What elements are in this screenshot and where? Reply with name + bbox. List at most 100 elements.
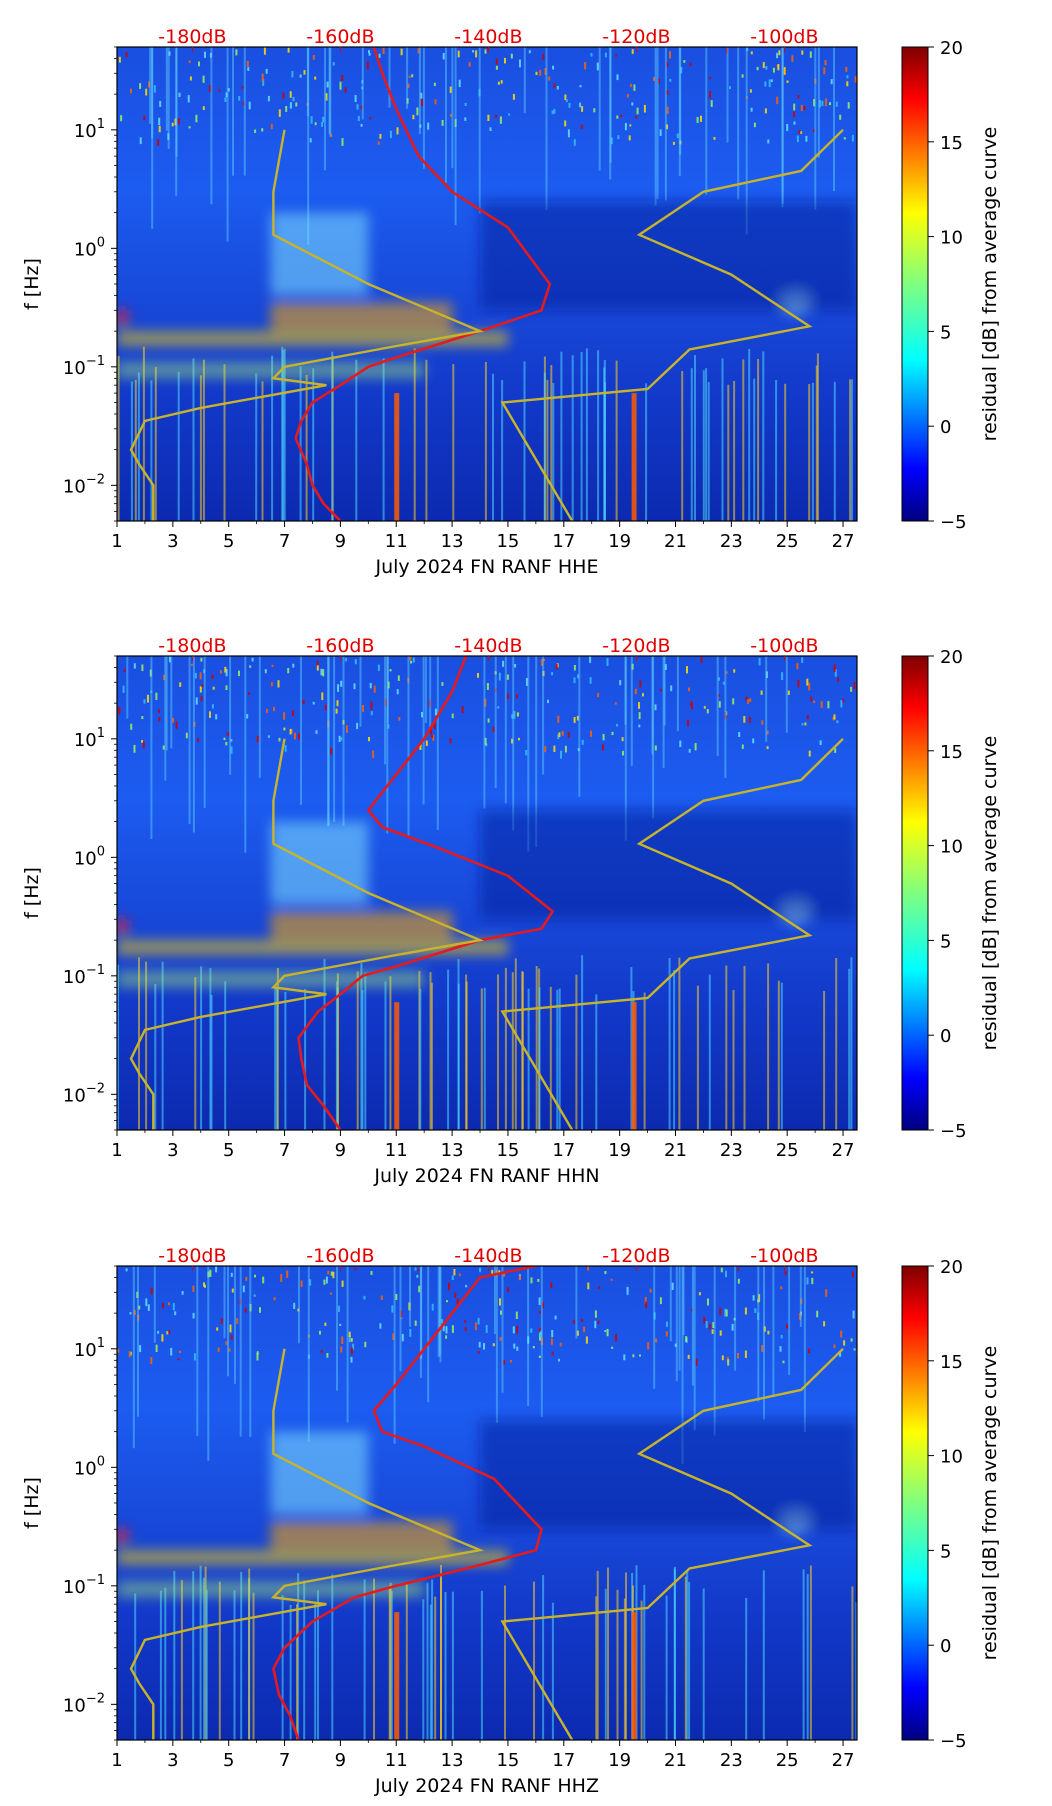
transient-streak — [199, 1565, 202, 1740]
noise-speck — [372, 750, 375, 759]
noise-speck — [604, 52, 607, 58]
transient-streak — [802, 1569, 805, 1740]
noise-speck — [689, 62, 692, 67]
noise-speck — [705, 1321, 708, 1328]
noise-speck — [431, 734, 433, 738]
noise-speck — [808, 750, 811, 757]
transient-streak — [314, 1603, 317, 1740]
transient-streak — [753, 378, 756, 521]
series-line-1 — [129, 129, 485, 521]
transient-streak — [177, 371, 180, 521]
noise-speck — [850, 686, 853, 692]
transient-streak — [596, 1570, 599, 1740]
noise-speck — [209, 52, 212, 58]
band-yellow — [117, 940, 508, 955]
noise-speck — [341, 1280, 344, 1287]
transient-streak — [623, 1598, 626, 1740]
noise-speck — [370, 701, 373, 710]
noise-speck — [659, 129, 662, 136]
noise-speck — [477, 673, 479, 678]
transient-streak — [702, 1588, 705, 1740]
colorbar-label: residual [dB] from average curve — [979, 127, 1001, 442]
noise-speck — [130, 88, 132, 94]
noise-speck — [793, 111, 795, 118]
noise-speck — [560, 750, 562, 759]
noise-speck — [631, 102, 634, 106]
transient-streak — [575, 974, 578, 1130]
noise-speck — [230, 739, 233, 742]
transient-streak — [229, 656, 232, 775]
transient-streak — [833, 47, 835, 192]
noise-speck — [303, 70, 306, 75]
noise-speck — [230, 1272, 233, 1277]
y-tick-base: 10 — [74, 1340, 97, 1361]
noise-speck — [147, 1304, 150, 1311]
noise-speck — [814, 78, 817, 84]
noise-speck — [733, 669, 736, 673]
noise-speck — [453, 1269, 456, 1276]
noise-speck — [741, 744, 744, 749]
noise-speck — [314, 122, 317, 126]
noise-speck — [316, 660, 319, 668]
noise-speck — [567, 129, 570, 138]
noise-speck — [458, 1273, 461, 1277]
noise-speck — [626, 94, 629, 98]
noise-speck — [645, 1301, 648, 1309]
transient-streak — [425, 359, 428, 521]
noise-speck — [669, 78, 672, 82]
noise-speck — [174, 1311, 177, 1316]
noise-speck — [666, 106, 669, 114]
noise-speck — [597, 692, 600, 698]
transient-streak — [733, 381, 736, 521]
noise-speck — [472, 50, 474, 53]
y-tick-exponent: 0 — [97, 844, 105, 859]
y-axis-label: f [Hz] — [21, 867, 43, 919]
x-tick-label: 11 — [385, 531, 408, 552]
noise-speck — [188, 126, 191, 129]
transient-streak — [298, 1266, 300, 1344]
noise-speck — [808, 1348, 811, 1354]
transient-streak — [240, 1571, 243, 1740]
transient-streak — [210, 994, 213, 1130]
db-scale-label: -180dB — [158, 1245, 226, 1267]
transient-streak — [575, 1266, 578, 1339]
noise-speck — [834, 669, 837, 677]
noise-speck — [389, 130, 392, 139]
noise-speck — [484, 49, 487, 54]
noise-speck — [478, 88, 481, 97]
series-line-2 — [500, 737, 844, 1130]
noise-speck — [577, 674, 580, 679]
transient-streak — [243, 47, 246, 176]
noise-speck — [597, 1320, 600, 1324]
transient-streak — [227, 1266, 229, 1377]
noise-speck — [631, 663, 634, 670]
noise-speck — [185, 732, 188, 739]
noise-speck — [238, 670, 240, 677]
y-tick-label: 10−2 — [63, 472, 105, 497]
noise-speck — [149, 669, 152, 677]
noise-speck — [379, 1323, 382, 1329]
transient-streak — [134, 1593, 137, 1740]
transient-streak — [154, 983, 157, 1130]
noise-speck — [821, 100, 824, 107]
noise-speck — [326, 1353, 329, 1358]
transient-streak — [560, 351, 563, 521]
noise-speck — [576, 1330, 579, 1336]
x-tick-label: 21 — [664, 1750, 687, 1771]
noise-speck — [679, 140, 682, 145]
transient-streak — [533, 1581, 535, 1740]
noise-speck — [516, 712, 519, 717]
noise-speck — [330, 1271, 333, 1276]
transient-streak — [312, 368, 315, 521]
noise-speck — [421, 98, 423, 107]
noise-speck — [120, 115, 123, 122]
noise-speck — [634, 688, 637, 695]
noise-speck — [548, 76, 551, 81]
x-tick-label: 13 — [441, 531, 464, 552]
transient-streak — [585, 348, 588, 521]
noise-speck — [513, 710, 516, 719]
noise-speck — [345, 658, 347, 662]
noise-speck — [674, 1343, 677, 1347]
x-tick-label: 3 — [167, 1140, 178, 1161]
noise-speck — [587, 1266, 590, 1271]
